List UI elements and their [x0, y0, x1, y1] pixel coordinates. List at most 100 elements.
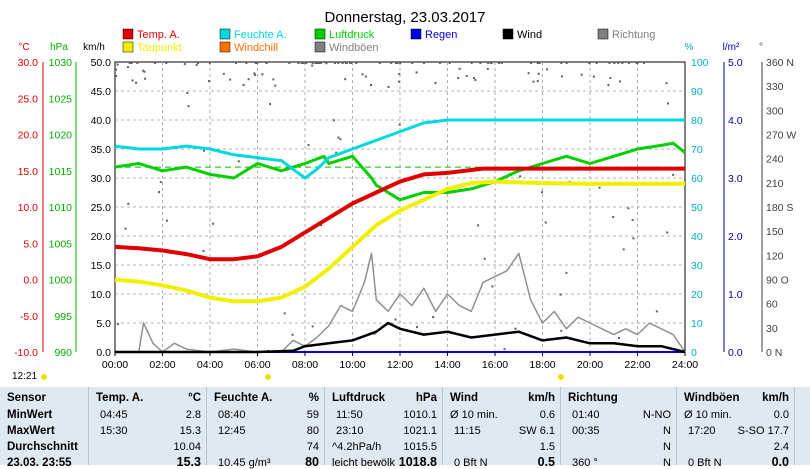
x-axis-ticks: 00:00 02:00 04:00 06:00 08:00 10:00 12:00 14:00… — [102, 352, 698, 371]
direction-dot — [642, 62, 645, 64]
legend-label-2: Luftdruck — [329, 29, 375, 41]
legend-swatch-8 — [314, 41, 326, 53]
direction-dot — [311, 62, 314, 64]
tick-wind_kmh-0: 50.0 — [91, 57, 112, 69]
stats-col-dir: Richtung 01:40 N-NO 00:35 N N 360 ° N — [560, 387, 677, 469]
direction-dot — [457, 77, 460, 80]
direction-dot — [666, 231, 669, 234]
x-tick-label-6: 12:00 — [387, 359, 413, 371]
direction-dot — [320, 224, 323, 227]
tick-temp_c-5: 5.0 — [23, 238, 38, 250]
stats-table: Sensor MinWert MaxWert Durchschnitt 23.0… — [0, 387, 810, 469]
direction-dot — [196, 62, 199, 64]
direction-dot — [565, 271, 568, 274]
direction-dot — [560, 75, 563, 78]
direction-dot — [622, 248, 625, 251]
x-tick-label-12: 24:00 — [672, 359, 698, 371]
direction-dot — [617, 336, 620, 339]
direction-dot — [208, 62, 211, 64]
series-line-temp-a- — [114, 166, 685, 262]
series-line-taupunkt — [114, 179, 685, 304]
tick-pressure_hpa-0: 1030 — [49, 57, 73, 69]
direction-dot — [560, 329, 563, 332]
series-line-wind — [115, 321, 686, 354]
direction-dot — [305, 62, 308, 64]
tick-temp_c-2: 20.0 — [18, 130, 39, 142]
direction-dot — [387, 85, 390, 88]
direction-dot — [519, 175, 522, 178]
direction-dot — [319, 62, 322, 64]
temp-avg: 10.04 — [173, 441, 201, 453]
direction-dot — [580, 73, 583, 76]
direction-dot — [378, 62, 381, 64]
tick-pressure_hpa-5: 1005 — [49, 238, 73, 250]
press-current: 1018.8 — [398, 455, 437, 469]
direction-dot — [318, 62, 321, 64]
direction-dot — [666, 102, 669, 105]
direction-dot — [316, 62, 319, 64]
wind-current: 0.5 — [537, 455, 555, 469]
axis-header-pressure_hpa: hPa — [50, 42, 68, 53]
hum-current-abs: 10.45 g/m³ — [218, 457, 271, 469]
tick-rain_lm2-5: 0.0 — [728, 347, 743, 359]
direction-dot — [341, 62, 344, 64]
tick-direction_deg-4: 240 — [766, 154, 784, 166]
x-tick-label-9: 18:00 — [529, 359, 555, 371]
direction-dot — [537, 72, 540, 75]
direction-dot — [618, 80, 621, 83]
tick-humidity_pct-4: 60 — [691, 173, 703, 185]
tick-wind_kmh-5: 25.0 — [91, 202, 112, 214]
tick-rain_lm2-0: 5.0 — [728, 57, 743, 69]
axis-header-direction_deg: ° — [759, 42, 763, 53]
wind-min: 0.6 — [539, 409, 555, 421]
press-max-time: 23:10 — [336, 425, 364, 437]
direction-dot — [514, 327, 517, 330]
direction-dot — [314, 62, 317, 64]
tick-direction_deg-3: 270 W — [766, 130, 796, 142]
direction-dot — [361, 73, 364, 76]
tick-humidity_pct-9: 10 — [691, 318, 703, 330]
direction-dot — [483, 257, 486, 260]
direction-dot — [203, 149, 206, 152]
gust-current: 0.0 — [771, 455, 789, 469]
dir-min: N-NO — [642, 409, 671, 421]
direction-dot — [212, 222, 215, 225]
press-max: 1021.1 — [403, 425, 437, 437]
gust-min: 0.0 — [773, 409, 789, 421]
tick-pressure_hpa-2: 1020 — [49, 130, 73, 142]
wind-max-time: 11:15 — [454, 425, 481, 437]
current-time-label: 12:21 — [12, 371, 38, 382]
direction-dot — [117, 323, 120, 326]
chart-title: Donnerstag, 23.03.2017 — [325, 9, 486, 26]
tick-humidity_pct-7: 30 — [691, 260, 703, 272]
tick-direction_deg-6: 180 S — [766, 202, 793, 214]
legend-label-4: Wind — [517, 29, 542, 41]
direction-dot — [500, 62, 503, 64]
row-min-label: MinWert — [7, 409, 53, 421]
direction-dot — [116, 63, 119, 66]
x-tick-label-1: 02:00 — [149, 359, 175, 371]
hdr-gust: Windböen — [684, 392, 740, 404]
axes: 30.025.020.015.010.05.00.0-5.0-10.010301… — [14, 57, 796, 359]
direction-dot — [398, 72, 401, 75]
direction-dot — [609, 76, 612, 79]
direction-dot — [536, 62, 539, 64]
legend-swatch-1 — [219, 28, 231, 40]
dir-current: N — [663, 457, 671, 469]
direction-dot — [588, 62, 591, 64]
tick-wind_kmh-2: 40.0 — [91, 115, 112, 127]
tick-rain_lm2-4: 1.0 — [728, 289, 743, 301]
direction-dot — [265, 62, 268, 64]
direction-dot — [472, 77, 475, 80]
tick-wind_kmh-9: 5.0 — [96, 318, 111, 330]
direction-dot — [115, 68, 118, 71]
direction-dot — [503, 348, 506, 351]
press-avg: 1015.5 — [403, 441, 437, 453]
tick-direction_deg-1: 330 — [766, 81, 784, 93]
direction-dot — [438, 62, 441, 64]
axis-header-humidity_pct: % — [685, 42, 694, 53]
tick-humidity_pct-2: 80 — [691, 115, 703, 127]
direction-dot — [288, 62, 291, 64]
legend-swatch-5 — [597, 28, 609, 40]
direction-dot — [165, 219, 168, 222]
